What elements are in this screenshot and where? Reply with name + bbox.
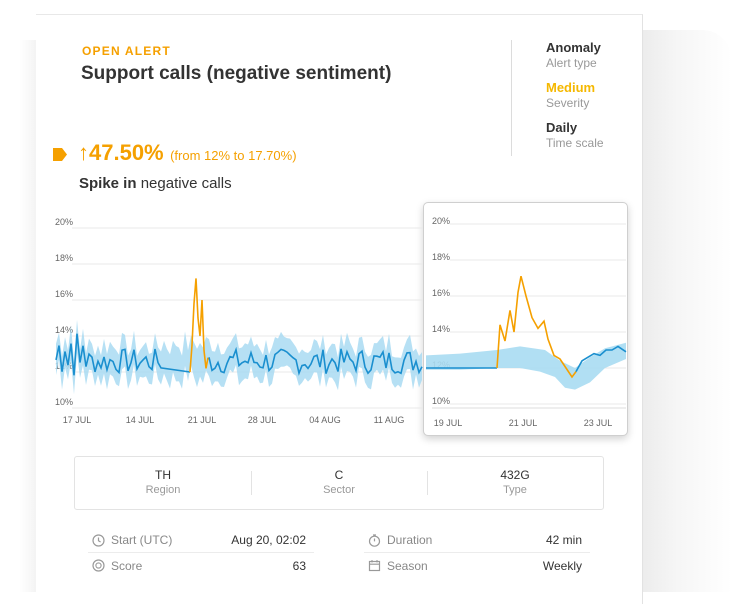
stat-start: Start (UTC) Aug 20, 02:02 <box>88 528 314 553</box>
subtitle-bold: Spike in <box>79 175 137 192</box>
score-label: Score <box>111 558 143 573</box>
duration-value: 42 min <box>545 533 582 547</box>
start-label: Start (UTC) <box>111 533 173 547</box>
time-scale-label: Time scale <box>546 136 604 150</box>
region-label: Region <box>145 484 181 496</box>
alert-type-label: Alert type <box>546 56 597 70</box>
gauge-icon <box>92 559 105 572</box>
dimensions-panel: TH Region C Sector 432G Type <box>74 456 604 510</box>
alert-type-value: Anomaly <box>546 40 601 55</box>
stats-left: Start (UTC) Aug 20, 02:02 Score 63 <box>88 528 314 578</box>
card-shadow <box>642 30 732 592</box>
dimension-region: TH Region <box>75 457 251 509</box>
calendar-icon <box>368 560 381 572</box>
subtitle-rest: negative calls <box>140 175 232 192</box>
type-label: Type <box>503 484 527 496</box>
alert-title: Support calls (negative sentiment) <box>81 63 392 84</box>
type-value: 432G <box>500 468 530 482</box>
severity-value: Medium <box>546 80 596 95</box>
sector-label: Sector <box>323 484 355 496</box>
score-value: 63 <box>292 558 306 573</box>
sector-value: C <box>334 468 344 482</box>
alert-status: OPEN ALERT <box>82 44 171 58</box>
alert-subtitle: Spike in negative calls <box>79 175 232 192</box>
dimension-sector: C Sector <box>251 457 427 509</box>
stopwatch-icon <box>368 533 381 547</box>
zoom-chart-panel[interactable] <box>423 202 628 436</box>
stat-season: Season Weekly <box>364 553 590 578</box>
season-label: Season <box>387 558 428 573</box>
stats-right: Duration 42 min Season Weekly <box>364 528 590 578</box>
stat-score: Score 63 <box>88 553 314 578</box>
duration-label: Duration <box>387 533 433 547</box>
stat-duration: Duration 42 min <box>364 528 590 553</box>
card-shadow-left <box>20 40 38 592</box>
tag-icon <box>53 148 67 161</box>
start-value: Aug 20, 02:02 <box>231 533 306 547</box>
change-headline: ↑47.50% (from 12% to 17.70%) <box>78 140 297 166</box>
arrow-up-icon: ↑ <box>78 140 89 165</box>
clock-icon <box>92 533 105 547</box>
dimension-type: 432G Type <box>427 457 603 509</box>
time-scale-value: Daily <box>546 120 578 135</box>
change-percent: 47.50% <box>89 140 164 165</box>
change-range: (from 12% to 17.70%) <box>170 148 297 163</box>
alert-meta: Anomaly Alert type Medium Severity Daily… <box>511 40 621 156</box>
season-value: Weekly <box>542 558 582 573</box>
severity-label: Severity <box>546 96 590 110</box>
region-value: TH <box>155 468 171 482</box>
